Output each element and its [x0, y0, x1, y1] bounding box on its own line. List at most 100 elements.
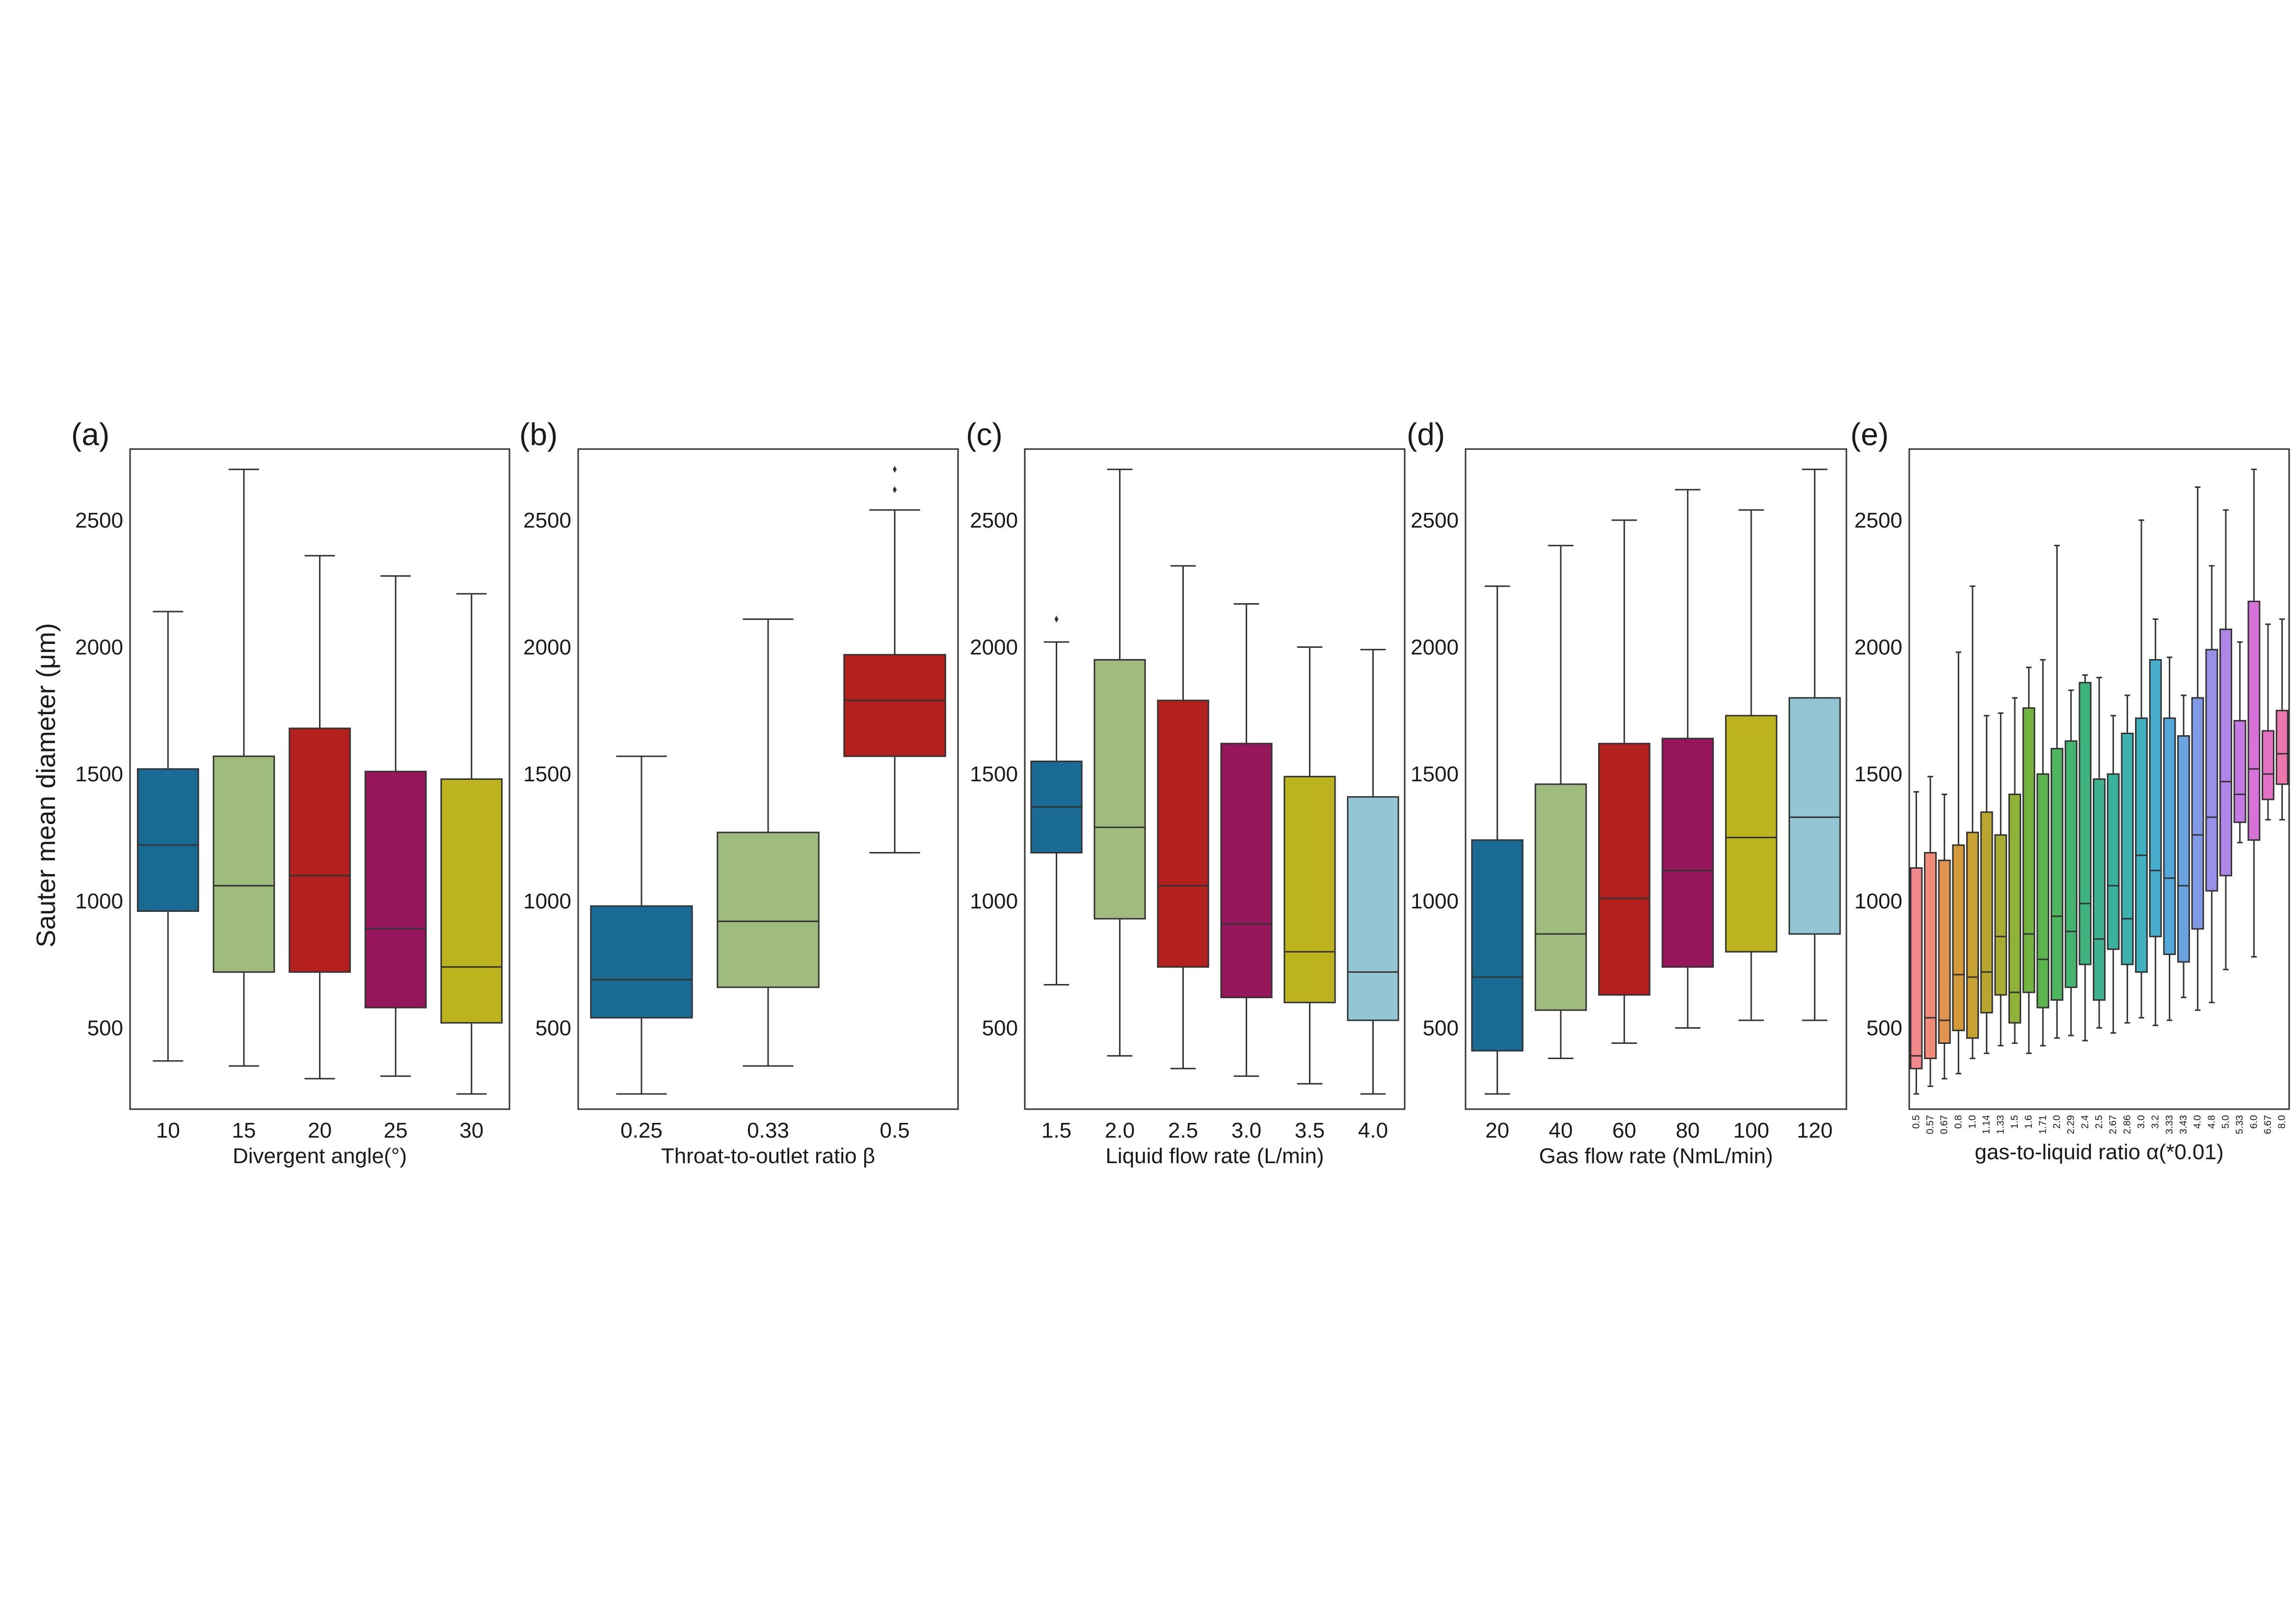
x-tick-label: 1.5	[1041, 1118, 1071, 1143]
box-30	[440, 593, 503, 1095]
box-3.5	[1283, 646, 1336, 1085]
box-40	[1534, 545, 1587, 1060]
x-tick-label: 0.67	[1939, 1115, 1950, 1134]
box-2.0	[1094, 468, 1146, 1057]
iqr-box	[1283, 775, 1336, 1004]
iqr-box	[2064, 740, 2078, 988]
x-tick-label: 2.4	[2080, 1115, 2090, 1129]
iqr-box	[2205, 649, 2218, 892]
iqr-box	[289, 727, 351, 973]
panel-a: (a) 500 1000 1500 2000 2500 10 15 20 25 30 Divergen…	[71, 417, 510, 1168]
iqr-box	[2107, 773, 2120, 950]
box-5.33	[2233, 641, 2246, 844]
y-tick-label: 1000	[1854, 889, 1902, 913]
iqr-box	[2177, 735, 2190, 963]
y-tick-label: 500	[1423, 1016, 1459, 1040]
x-tick-label: 20	[1485, 1118, 1509, 1143]
x-tick-label: 4.8	[2206, 1115, 2217, 1129]
iqr-box	[2233, 720, 2246, 823]
x-tick-label: 5.0	[2220, 1115, 2231, 1129]
x-tick-label: 2.5	[2094, 1115, 2105, 1129]
iqr-box	[2022, 707, 2035, 993]
panel-label: (c)	[966, 417, 1003, 452]
iqr-box	[1994, 834, 2007, 996]
iqr-box	[1661, 738, 1714, 968]
iqr-box	[1980, 811, 1993, 1013]
panel-b: (b) 500 1000 1500 2000 2500 0.25 0.33 0.5Throat-…	[519, 417, 959, 1168]
x-axis-label: Liquid flow rate (L/min)	[1105, 1144, 1324, 1168]
y-tick-label: 2000	[1411, 636, 1459, 660]
y-tick-label: 1500	[1854, 762, 1902, 786]
y-tick-label: 500	[87, 1016, 123, 1040]
box-2.5	[2093, 677, 2106, 1029]
panel-label: (d)	[1407, 417, 1445, 452]
x-tick-label: 2.29	[2066, 1115, 2077, 1134]
y-tick-label: 1500	[970, 762, 1018, 786]
iqr-box	[2079, 682, 2092, 965]
iqr-box	[1157, 699, 1209, 968]
x-axis-label: Gas flow rate (NmL/min)	[1539, 1144, 1773, 1168]
box-5.0	[2219, 509, 2232, 970]
iqr-box	[1598, 743, 1651, 996]
iqr-box	[2163, 717, 2176, 955]
x-tick-label: 1.33	[1995, 1115, 2006, 1134]
x-tick-label: 120	[1797, 1118, 1833, 1143]
x-tick-label: 80	[1676, 1118, 1700, 1143]
y-tick-label: 2000	[970, 636, 1018, 660]
y-tick-label: 1000	[75, 889, 123, 913]
box-1.5	[2008, 697, 2021, 1044]
y-tick-label: 2500	[1854, 508, 1902, 532]
x-tick-label: 100	[1733, 1118, 1769, 1143]
box-0.5	[1910, 791, 1923, 1095]
box-20	[1471, 585, 1523, 1095]
x-tick-label: 5.33	[2235, 1115, 2245, 1134]
x-tick-label: 3.2	[2150, 1115, 2161, 1129]
box-20	[289, 555, 351, 1080]
box-0.57	[1924, 775, 1937, 1087]
x-tick-label: 0.25	[620, 1118, 663, 1143]
iqr-box	[213, 755, 275, 973]
box-25	[364, 575, 427, 1077]
x-tick-label: 20	[308, 1118, 332, 1143]
iqr-box	[1952, 844, 1965, 1032]
outlier-point	[893, 466, 897, 473]
box-3.33	[2163, 656, 2176, 1021]
y-tick-label: 500	[982, 1016, 1018, 1040]
y-tick-label: 2000	[75, 636, 123, 660]
x-tick-label: 1.14	[1981, 1115, 1992, 1134]
x-tick-label: 40	[1549, 1118, 1573, 1143]
x-axis-label: Divergent angle(°)	[233, 1144, 407, 1168]
x-tick-label: 0.5	[880, 1118, 909, 1143]
box-0.5	[843, 466, 946, 854]
y-tick-label: 1000	[1411, 889, 1459, 913]
iqr-box	[2051, 747, 2063, 1001]
x-tick-label: 3.5	[1295, 1118, 1325, 1143]
box-100	[1725, 509, 1778, 1021]
x-tick-label: 2.86	[2122, 1115, 2133, 1134]
iqr-box	[1725, 715, 1778, 953]
x-tick-label: 3.0	[2136, 1115, 2147, 1129]
x-tick-label: 0.33	[747, 1118, 789, 1143]
box-60	[1598, 519, 1651, 1044]
y-tick-label: 1500	[1411, 762, 1459, 786]
x-tick-label: 4.0	[1358, 1118, 1388, 1143]
plot-frame	[1908, 448, 2290, 1110]
iqr-box	[843, 654, 946, 757]
iqr-box	[1094, 659, 1146, 920]
box-1.5	[1030, 615, 1083, 986]
x-tick-label: 8.0	[2277, 1115, 2288, 1129]
box-3.0	[1220, 603, 1273, 1077]
box-0.25	[590, 755, 693, 1095]
box-6.67	[2262, 623, 2274, 821]
box-6.0	[2247, 468, 2261, 958]
box-0.67	[1938, 794, 1951, 1080]
panel-label: (b)	[519, 417, 558, 452]
iqr-box	[1966, 831, 1979, 1039]
iqr-box	[2135, 717, 2148, 973]
y-tick-label: 2500	[523, 508, 571, 532]
box-1.6	[2022, 666, 2035, 1054]
box-2.0	[2051, 545, 2063, 1039]
box-0.8	[1952, 651, 1965, 1075]
